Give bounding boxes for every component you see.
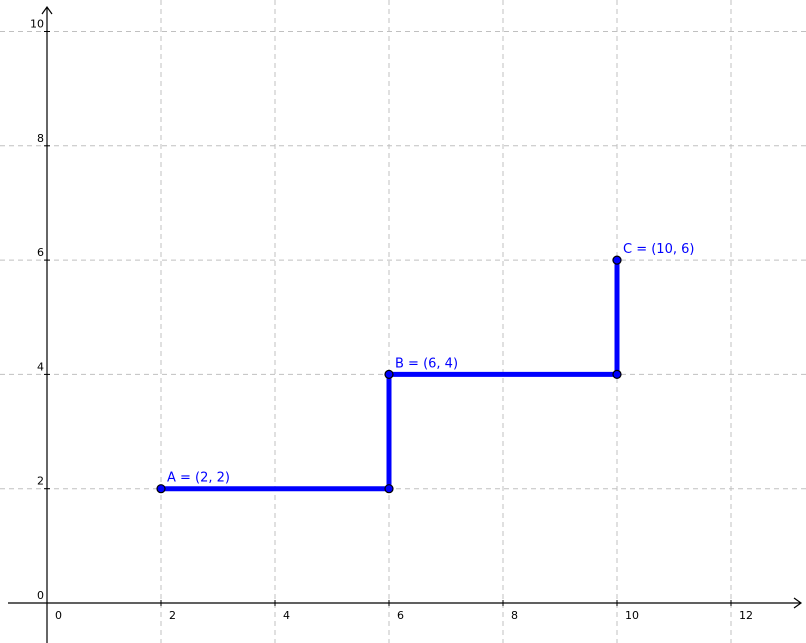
y-tick-label: 0 — [37, 589, 44, 602]
x-tick-label: 12 — [739, 609, 753, 622]
y-tick-label: 10 — [30, 18, 44, 31]
data-point — [612, 369, 622, 379]
x-tick-label: 6 — [397, 609, 404, 622]
y-tick-label: 4 — [37, 360, 44, 373]
y-tick-label: 2 — [37, 475, 44, 488]
x-tick-label: 10 — [625, 609, 639, 622]
data-point — [384, 369, 394, 379]
series-group — [161, 260, 620, 492]
point-label: C = (10, 6) — [623, 242, 694, 257]
x-tick-label: 4 — [283, 609, 290, 622]
data-point — [384, 484, 394, 494]
y-tick-label: 6 — [37, 246, 44, 259]
y-tick-label: 8 — [37, 132, 44, 145]
axis-ticks: 0 2 4 6 8 10 12 0 2 4 6 8 10 — [30, 18, 753, 623]
data-point — [156, 484, 166, 494]
data-point — [612, 255, 622, 265]
point-label: A = (2, 2) — [167, 471, 230, 486]
y-axis-arrowhead — [41, 5, 53, 15]
x-tick-label: 8 — [511, 609, 518, 622]
x-tick-label: 0 — [55, 609, 62, 622]
point-labels: A = (2, 2) B = (6, 4) C = (10, 6) — [167, 242, 694, 486]
axes — [8, 5, 803, 643]
point-label: B = (6, 4) — [395, 356, 458, 371]
x-axis-arrowhead — [793, 597, 803, 609]
points-group — [156, 255, 622, 494]
x-tick-label: 2 — [169, 609, 176, 622]
